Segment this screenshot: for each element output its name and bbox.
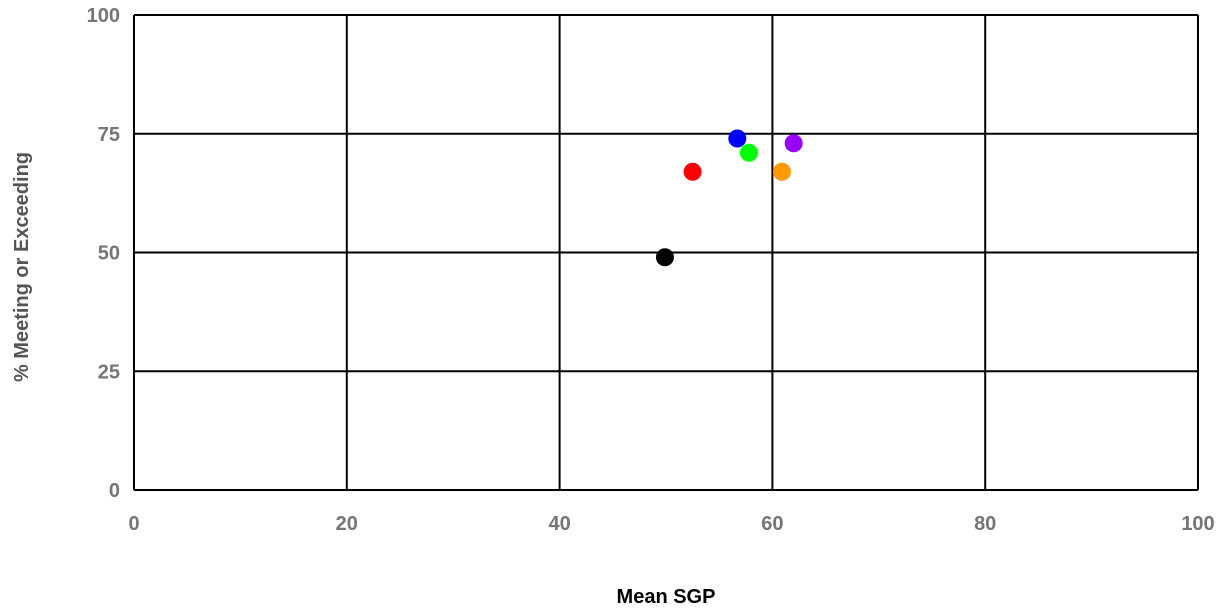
x-axis-title: Mean SGP [617, 586, 716, 608]
x-tick-label-40: 40 [548, 513, 570, 535]
x-tick-label-80: 80 [974, 513, 996, 535]
y-tick-label-0: 0 [109, 480, 120, 502]
data-point-1 [655, 248, 674, 267]
data-points [655, 129, 803, 267]
x-tick-label-100: 100 [1181, 513, 1214, 535]
y-tick-label-75: 75 [98, 124, 120, 146]
y-axis-title: % Meeting or Exceeding [11, 152, 33, 382]
tick-labels: 0 20 40 60 80 100 0 25 50 75 100 [87, 5, 1215, 535]
data-point-4 [739, 143, 758, 162]
x-tick-label-20: 20 [336, 513, 358, 535]
y-tick-label-25: 25 [98, 361, 120, 383]
x-tick-label-60: 60 [761, 513, 783, 535]
y-tick-label-50: 50 [98, 243, 120, 265]
data-point-3 [728, 129, 747, 148]
x-tick-label-0: 0 [128, 513, 139, 535]
data-point-2 [683, 162, 702, 181]
data-point-6 [784, 134, 803, 153]
y-tick-label-100: 100 [87, 5, 120, 27]
data-point-5 [772, 162, 791, 181]
